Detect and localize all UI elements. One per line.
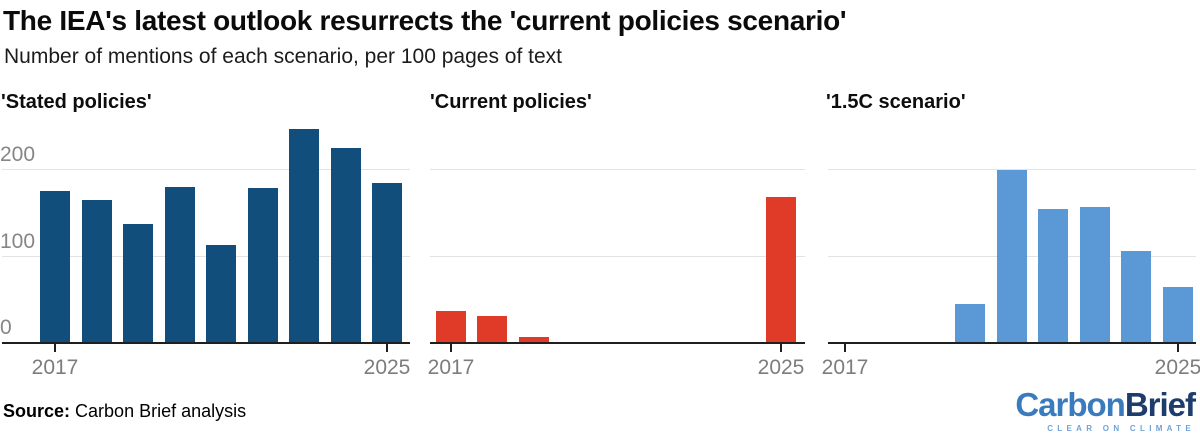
x-axis-line — [430, 342, 805, 344]
source-text: Carbon Brief analysis — [75, 401, 247, 421]
x-tick-label-2017: 2017 — [31, 356, 79, 379]
bar-2018 — [81, 200, 112, 343]
bar-2025 — [1163, 286, 1193, 343]
x-tick-2017 — [844, 344, 846, 352]
bar-2019 — [518, 336, 549, 343]
bar-2018 — [477, 316, 508, 343]
source-line: Source: Carbon Brief analysis — [3, 401, 246, 422]
scenario-15c-chart: 2017 2025 — [822, 118, 1200, 379]
logo-tagline: CLEAR ON CLIMATE — [1047, 424, 1195, 434]
x-tick-2017 — [450, 344, 452, 352]
bar-2024 — [330, 148, 361, 343]
y-tick-label-100: 100 — [0, 229, 36, 253]
x-tick-label-2025: 2025 — [757, 356, 805, 379]
x-tick-label-2025: 2025 — [363, 356, 411, 379]
source-label: Source: — [3, 401, 71, 421]
x-tick-2017 — [54, 344, 56, 352]
bar-2020 — [164, 187, 195, 343]
bar-2022 — [247, 188, 278, 343]
x-axis-line — [828, 342, 1196, 344]
gridline-200 — [430, 169, 805, 170]
bar-2019 — [123, 223, 153, 343]
x-axis-line — [2, 342, 410, 344]
chart-title: The IEA's latest outlook resurrects the … — [3, 5, 847, 36]
x-tick-2025 — [386, 344, 388, 352]
bar-2025 — [372, 182, 402, 343]
gridline-200 — [2, 169, 410, 170]
logo-brief-text: Brief — [1124, 386, 1196, 423]
x-tick-2025 — [780, 344, 782, 352]
logo-wordmark: CarbonBrief — [1015, 386, 1196, 423]
gridline-100 — [430, 255, 805, 257]
panel-title-current-policies: 'Current policies' — [430, 91, 592, 113]
y-tick-label-200: 200 — [0, 143, 36, 166]
bar-2017 — [40, 190, 70, 343]
stated-policies-chart: 2017 2025 0 100 200 — [0, 118, 410, 379]
x-tick-label-2017: 2017 — [427, 356, 475, 379]
bar-2020 — [954, 304, 985, 343]
chart-subtitle: Number of mentions of each scenario, per… — [4, 45, 562, 68]
panel-title-15c-scenario: '1.5C scenario' — [826, 91, 966, 113]
gridline-200 — [828, 169, 1196, 170]
x-tick-2025 — [1177, 344, 1179, 352]
x-tick-label-2025: 2025 — [1154, 356, 1200, 379]
panel-title-stated-policies: 'Stated policies' — [1, 91, 152, 113]
bar-2023 — [289, 129, 319, 343]
bar-2022 — [1038, 208, 1069, 343]
bar-2017 — [436, 311, 466, 343]
x-tick-label-2017: 2017 — [821, 356, 869, 379]
bar-2023 — [1079, 207, 1110, 343]
bar-2021 — [996, 170, 1027, 343]
carbonbrief-logo: CarbonBrief CLEAR ON CLIMATE — [1015, 386, 1196, 434]
bar-2021 — [206, 245, 236, 343]
bar-2024 — [1121, 251, 1152, 343]
logo-carbon-text: Carbon — [1015, 386, 1125, 423]
current-policies-chart: 2017 2025 — [428, 118, 805, 379]
y-tick-label-0: 0 — [0, 316, 12, 339]
bar-2025 — [766, 196, 796, 343]
